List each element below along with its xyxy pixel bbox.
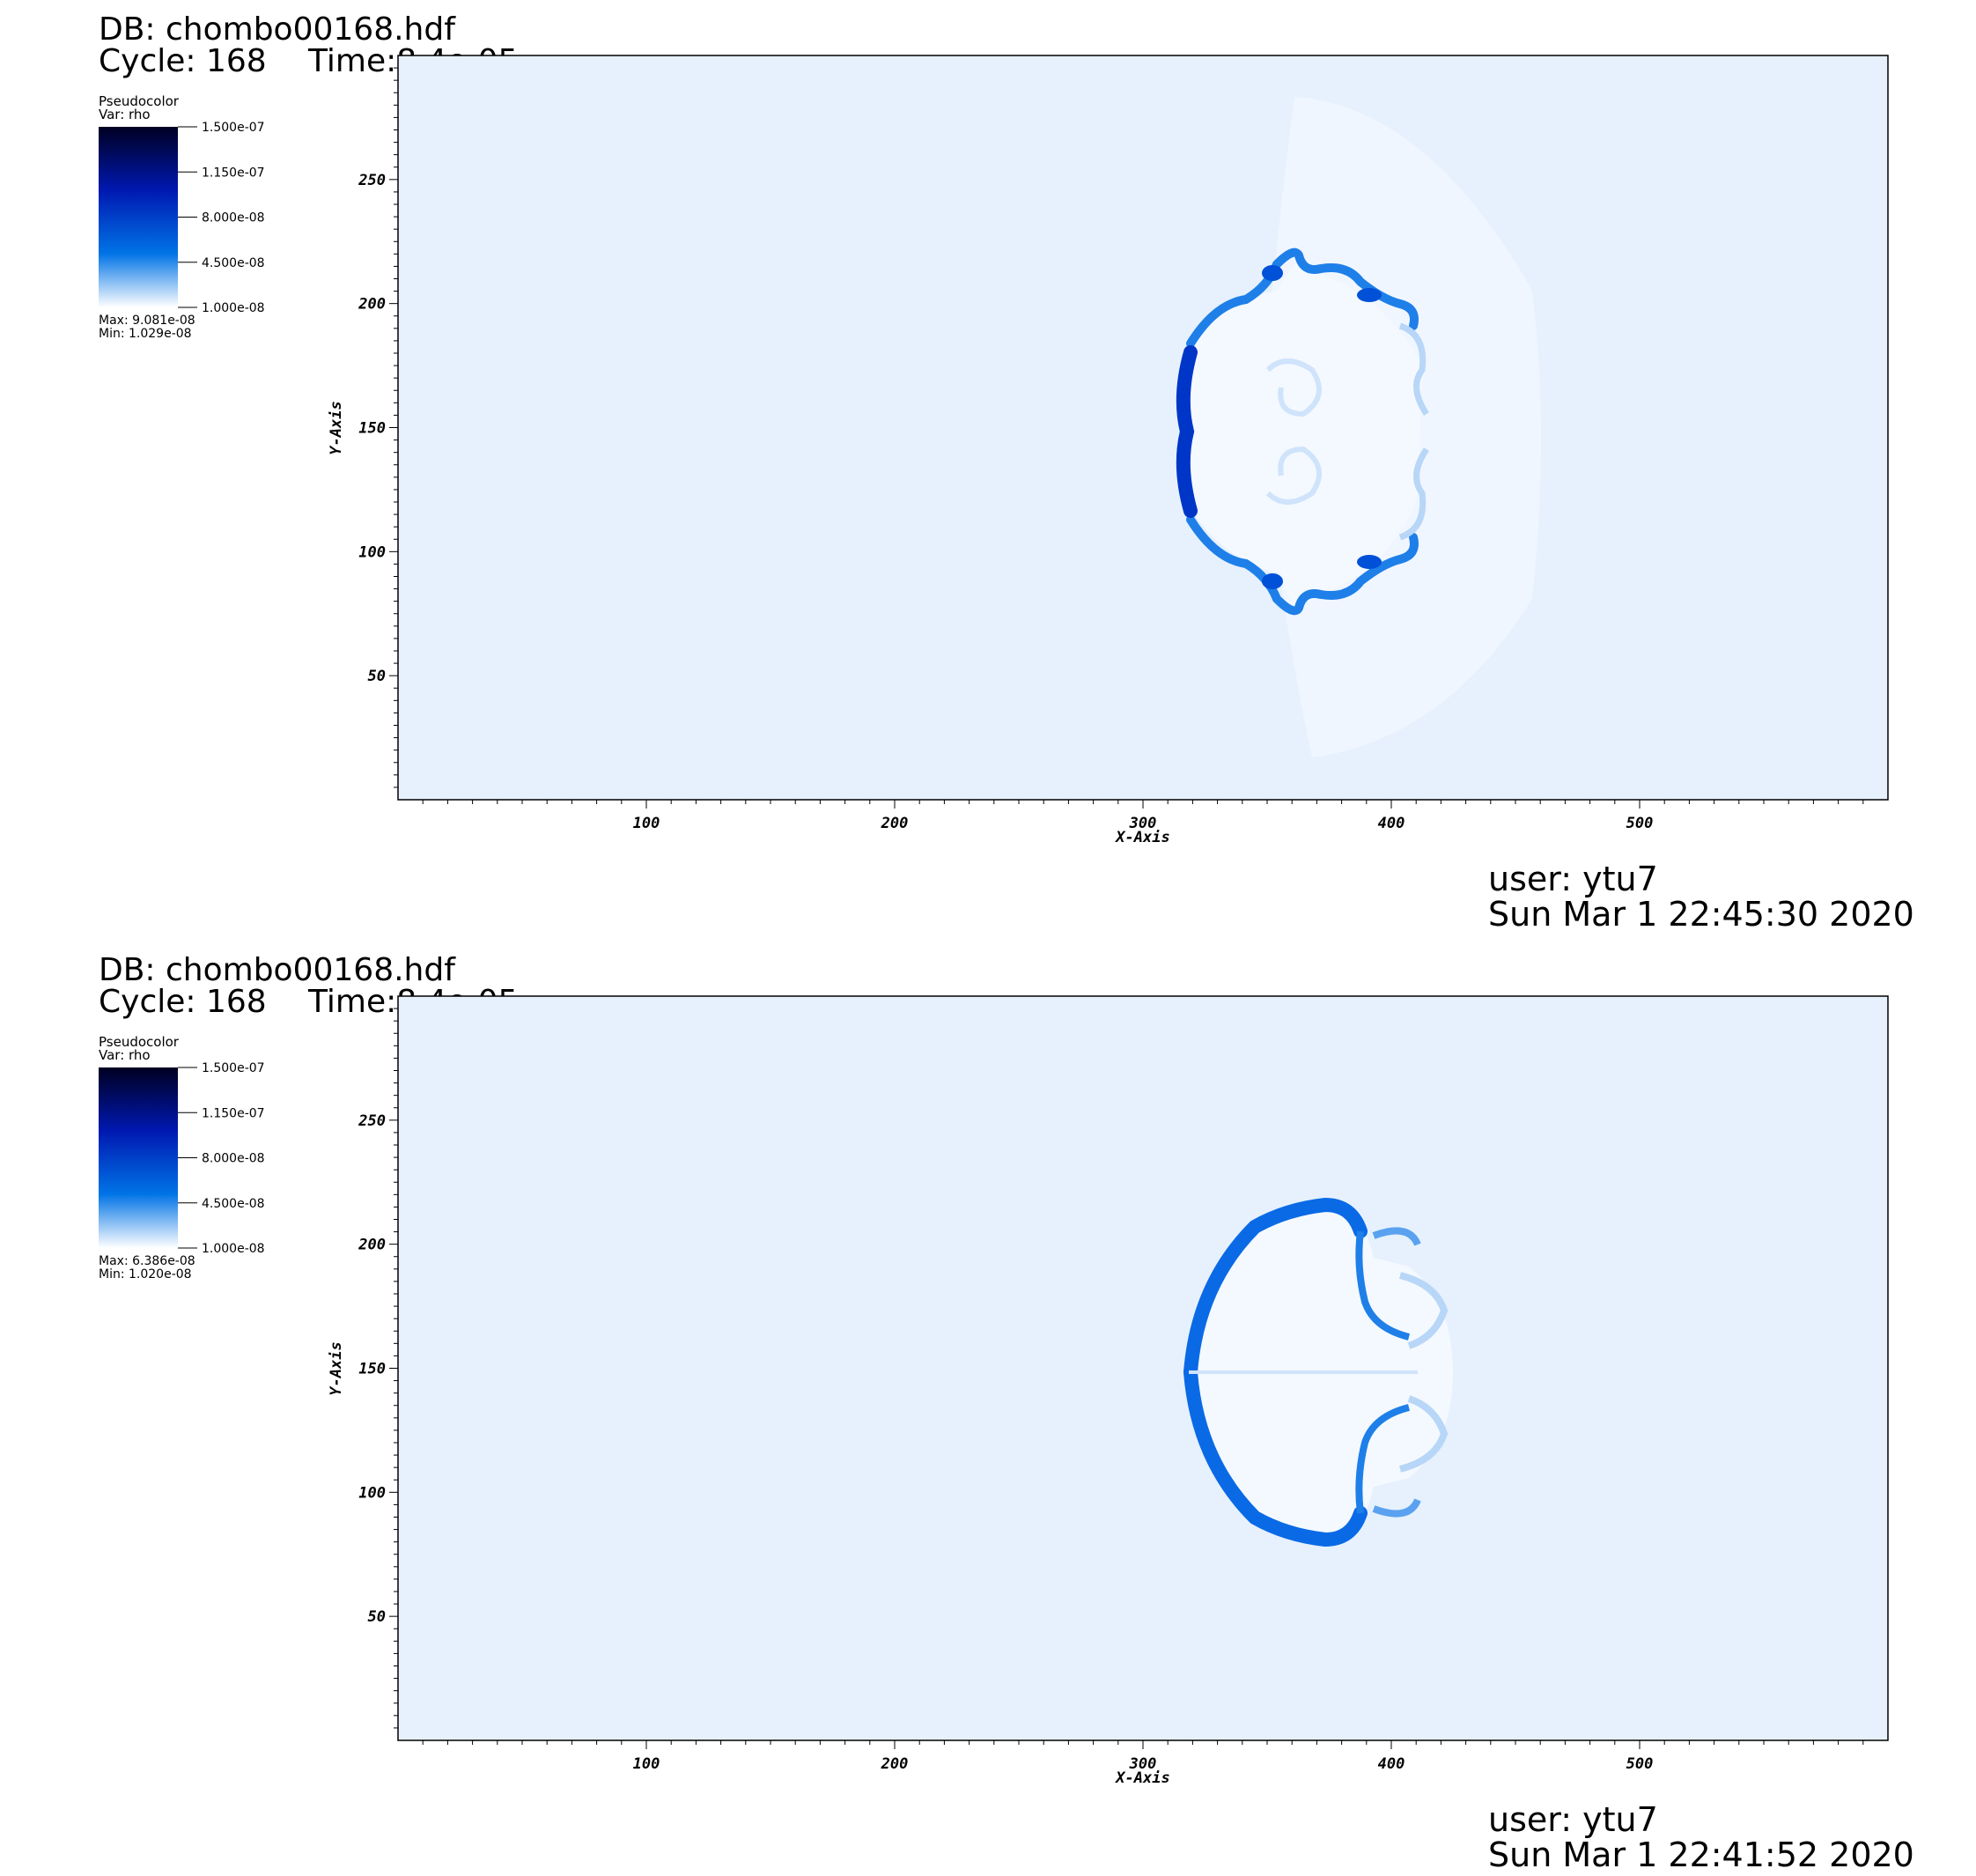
plot-type-label: Pseudocolor xyxy=(99,1034,179,1050)
colorbar-tick-label: 1.500e-07 xyxy=(202,1061,265,1075)
var-label: Var: rho xyxy=(99,1047,151,1063)
x-tick-label: 500 xyxy=(1626,815,1654,832)
colorbar-tick-label: 1.150e-07 xyxy=(202,166,265,180)
y-axis-title: Y-Axis xyxy=(328,401,345,454)
x-ticks: 100 200 300 400 500 xyxy=(422,800,1864,832)
date-label: Sun Mar 1 22:45:30 2020 xyxy=(1488,895,1914,934)
x-tick-label: 400 xyxy=(1378,815,1405,832)
y-tick-label: 50 xyxy=(368,1608,386,1626)
plot-panel-top: DB: chombo00168.hdf Cycle: 168 Time:8.4e… xyxy=(0,0,1976,935)
x-axis-title: X-Axis xyxy=(1114,829,1169,846)
y-tick-label: 150 xyxy=(358,1361,386,1378)
density-structure xyxy=(1176,247,1429,616)
cycle-label: Cycle: 168 xyxy=(99,984,267,1020)
blob xyxy=(1372,1498,1421,1518)
x-tick-label: 100 xyxy=(633,815,660,832)
db-label: DB: chombo00168.hdf xyxy=(99,11,455,48)
min-label: Min: 1.020e-08 xyxy=(99,1267,192,1281)
upper-front xyxy=(1183,1197,1368,1379)
y-tick-label: 200 xyxy=(358,1237,386,1254)
density-structure xyxy=(1183,1197,1453,1547)
x-ticks: 100 200 300 400 500 xyxy=(422,1740,1864,1773)
min-label: Min: 1.029e-08 xyxy=(99,327,192,341)
colorbar-tick-label: 4.500e-08 xyxy=(202,256,265,270)
colorbar-ticks: 1.500e-07 1.150e-07 8.000e-08 4.500e-08 1.00… xyxy=(178,1061,265,1256)
blob xyxy=(1262,265,1283,281)
x-tick-label: 100 xyxy=(633,1755,660,1773)
colorbar-tick-label: 1.000e-08 xyxy=(202,301,265,315)
upper-front xyxy=(1186,247,1419,348)
colorbar xyxy=(99,1067,178,1248)
stem-upper xyxy=(1355,1230,1411,1341)
y-tick-label: 100 xyxy=(358,543,386,561)
y-ticks: 50 100 150 200 250 xyxy=(358,1008,398,1729)
vortex xyxy=(1265,358,1322,417)
y-tick-label: 200 xyxy=(358,296,386,314)
y-tick-label: 100 xyxy=(358,1484,386,1502)
x-tick-label: 300 xyxy=(1129,815,1157,832)
tail-upper xyxy=(1398,1272,1449,1349)
y-tick-label: 150 xyxy=(358,420,386,438)
colorbar-ticks: 1.500e-07 1.150e-07 8.000e-08 4.500e-08 1.00… xyxy=(178,121,265,315)
cycle-label: Cycle: 168 xyxy=(99,43,267,79)
date-label: Sun Mar 1 22:41:52 2020 xyxy=(1488,1835,1914,1874)
bow-front xyxy=(1176,345,1198,518)
blob xyxy=(1262,573,1283,589)
colorbar-tick-label: 4.500e-08 xyxy=(202,1197,265,1211)
lower-front xyxy=(1183,1365,1368,1547)
tail-lower xyxy=(1398,1395,1449,1473)
colorbar-tick-label: 8.000e-08 xyxy=(202,1152,265,1166)
mushroom-cap xyxy=(1184,264,1422,608)
x-tick-label: 200 xyxy=(881,1755,909,1773)
max-label: Max: 6.386e-08 xyxy=(99,1254,195,1268)
x-tick-label: 400 xyxy=(1378,1755,1405,1773)
colorbar-tick-label: 1.150e-07 xyxy=(202,1106,265,1120)
y-axis-title: Y-Axis xyxy=(328,1341,345,1395)
colorbar-tick-label: 8.000e-08 xyxy=(202,211,265,225)
y-tick-label: 50 xyxy=(368,668,386,685)
x-tick-label: 500 xyxy=(1626,1755,1654,1773)
blob xyxy=(1357,288,1382,302)
lower-front xyxy=(1186,515,1419,616)
blob xyxy=(1372,1227,1421,1246)
plot-area xyxy=(397,995,1889,1741)
blob xyxy=(1357,555,1382,569)
db-label: DB: chombo00168.hdf xyxy=(99,952,455,988)
x-tick-label: 300 xyxy=(1129,1755,1157,1773)
user-label: user: ytu7 xyxy=(1488,1800,1658,1839)
y-tick-label: 250 xyxy=(358,172,386,189)
plot-panel-bottom: DB: chombo00168.hdf Cycle: 168 Time:8.4e… xyxy=(0,941,1976,1876)
plot-svg: 1.500e-07 1.150e-07 8.000e-08 4.500e-08 1.00… xyxy=(99,995,1889,1787)
tail-upper xyxy=(1398,322,1429,416)
max-label: Max: 9.081e-08 xyxy=(99,314,195,328)
vortex xyxy=(1265,446,1322,505)
colorbar-tick-label: 1.000e-08 xyxy=(202,1242,265,1256)
user-label: user: ytu7 xyxy=(1488,860,1658,898)
y-tick-label: 250 xyxy=(358,1112,386,1130)
stem-lower xyxy=(1355,1404,1411,1514)
tail-lower xyxy=(1398,447,1429,541)
x-tick-label: 200 xyxy=(881,815,909,832)
plot-area xyxy=(397,55,1889,801)
x-axis-title: X-Axis xyxy=(1114,1769,1169,1787)
plot-type-label: Pseudocolor xyxy=(99,93,179,109)
plot-svg: 1.500e-07 1.150e-07 8.000e-08 4.500e-08 1.00… xyxy=(99,55,1889,846)
var-label: Var: rho xyxy=(99,107,151,122)
colorbar-tick-label: 1.500e-07 xyxy=(202,121,265,135)
colorbar xyxy=(99,127,178,307)
y-ticks: 50 100 150 200 250 xyxy=(358,67,398,788)
